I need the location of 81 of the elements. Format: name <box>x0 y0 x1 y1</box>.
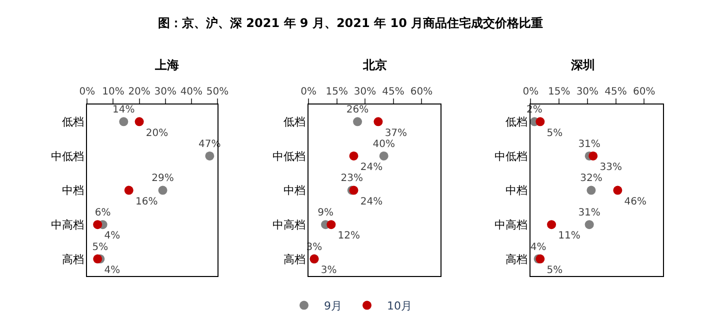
data-label: 32% <box>580 173 602 184</box>
point <box>584 220 594 230</box>
point <box>93 254 102 264</box>
data-label: 31% <box>578 207 600 218</box>
x-tick-label: 15% <box>326 86 348 98</box>
legend-label: 9月 <box>324 300 342 313</box>
point <box>93 220 102 230</box>
data-label: 24% <box>360 196 383 208</box>
x-tick-label: 45% <box>604 86 627 98</box>
data-label: 4% <box>530 242 546 253</box>
data-label: 33% <box>600 162 622 174</box>
chart-title: 北京 <box>362 58 387 72</box>
data-label: 4% <box>104 265 120 276</box>
x-tick-label: 60% <box>410 86 433 98</box>
point <box>547 220 556 230</box>
point <box>134 117 144 126</box>
x-tick-label: 50% <box>206 86 229 98</box>
point <box>536 117 545 126</box>
data-label: 26% <box>346 104 369 116</box>
text: 图：京、沪、深 2021 年 9 月、2021 年 10 月商品住宅成交价格比重 <box>158 16 544 30</box>
data-label: 9% <box>318 207 334 218</box>
data-label: 37% <box>384 128 408 139</box>
y-tick-label: 低档 <box>283 115 306 128</box>
chart-title: 上海 <box>154 58 179 72</box>
data-label: 14% <box>112 104 135 116</box>
data-label: 23% <box>340 173 363 184</box>
point <box>379 151 388 160</box>
data-label: 5% <box>546 265 563 276</box>
data-label: 29% <box>152 173 174 184</box>
point <box>205 151 214 160</box>
point <box>374 117 383 126</box>
point <box>119 117 128 126</box>
x-tick-label: 40% <box>180 86 203 98</box>
y-tick-label: 中低档 <box>272 150 306 163</box>
y-tick-label: 中低档 <box>494 150 528 163</box>
point <box>613 186 622 195</box>
chart-title: 深圳 <box>570 58 595 72</box>
y-tick-label: 中高档 <box>272 218 306 232</box>
y-tick-label: 高档 <box>506 252 528 266</box>
point <box>588 151 598 160</box>
data-label: 31% <box>578 138 600 150</box>
point <box>349 151 358 160</box>
y-tick-label: 低档 <box>62 115 84 128</box>
x-tick-label: 0% <box>300 86 317 98</box>
x-tick-label: 45% <box>382 86 404 98</box>
point <box>353 117 362 126</box>
x-tick-label: 20% <box>128 86 150 98</box>
point <box>326 220 336 230</box>
data-label: 3% <box>320 265 337 276</box>
y-tick-label: 高档 <box>283 252 306 266</box>
point <box>124 186 134 195</box>
x-tick-label: 30% <box>154 86 176 98</box>
y-tick-label: 中档 <box>283 184 306 198</box>
data-label: 46% <box>624 196 647 208</box>
x-tick-label: 10% <box>102 86 124 98</box>
data-label: 11% <box>558 230 580 242</box>
data-label: 24% <box>360 162 383 174</box>
y-tick-label: 中低档 <box>50 150 84 163</box>
x-tick-label: 30% <box>576 86 599 98</box>
y-tick-label: 中档 <box>62 184 84 198</box>
data-label: 5% <box>92 242 108 253</box>
x-tick-label: 30% <box>354 86 376 98</box>
y-tick-label: 中高档 <box>494 218 528 232</box>
data-label: 5% <box>546 128 563 139</box>
y-tick-label: 低档 <box>506 115 528 128</box>
data-label: 12% <box>338 230 360 242</box>
data-label: 4% <box>104 230 120 242</box>
x-tick-label: 0% <box>79 86 96 98</box>
point <box>158 186 168 195</box>
data-label: 6% <box>94 207 111 218</box>
data-label: 20% <box>146 128 168 139</box>
data-label: 40% <box>372 138 395 150</box>
y-tick-label: 中高档 <box>50 218 84 232</box>
x-tick-label: 60% <box>633 86 656 98</box>
x-tick-label: 15% <box>548 86 570 98</box>
legend-label: 10月 <box>387 300 412 313</box>
point <box>586 186 596 195</box>
x-tick-label: 0% <box>522 86 539 98</box>
data-label: 16% <box>135 196 158 208</box>
y-tick-label: 中档 <box>506 184 528 198</box>
y-tick-label: 高档 <box>62 252 84 266</box>
